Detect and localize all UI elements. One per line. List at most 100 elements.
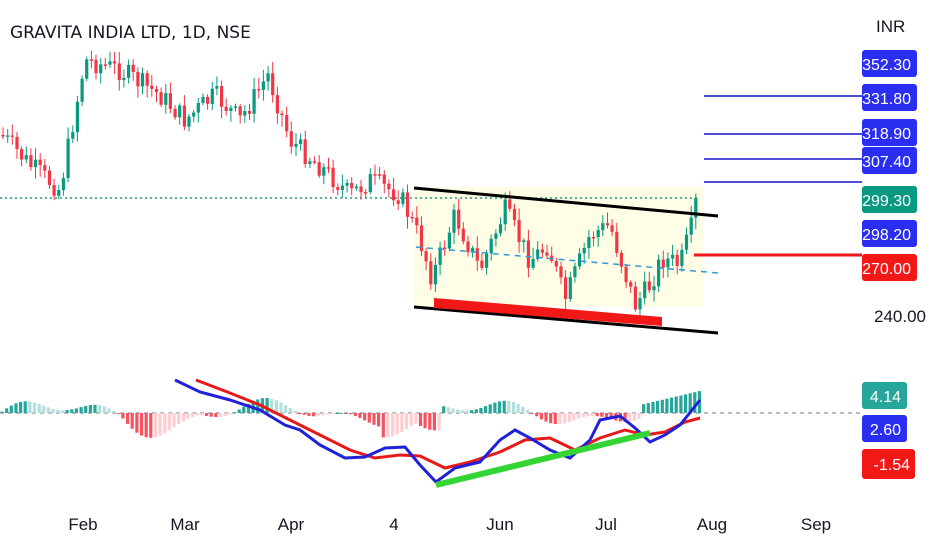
candle-body — [671, 254, 675, 259]
candle-body — [489, 238, 493, 254]
candle-body — [331, 167, 335, 188]
candle-body — [619, 252, 623, 267]
histogram-bar — [660, 399, 664, 413]
candle-body — [536, 249, 540, 259]
histogram-bar — [51, 408, 55, 413]
histogram-bar — [23, 401, 27, 413]
candle-body — [15, 136, 19, 150]
candle-body — [308, 161, 312, 165]
price-label-bg — [862, 186, 917, 213]
candle-body — [378, 174, 382, 176]
candle-body — [215, 86, 219, 89]
price-label-3: 318.90 — [862, 119, 917, 146]
histogram-bar — [65, 410, 69, 413]
histogram-bar — [493, 402, 497, 413]
histogram-bar — [325, 413, 330, 415]
histogram-bar — [191, 413, 195, 417]
support-zone — [434, 298, 662, 326]
candles — [1, 50, 698, 317]
price-label-text: 318.90 — [862, 126, 911, 143]
candle-body — [433, 264, 437, 285]
histogram-bar — [270, 398, 274, 413]
histogram-bar — [279, 402, 283, 413]
candle-body — [61, 178, 65, 191]
price-label-6: 298.20 — [862, 220, 917, 247]
histogram-bar — [516, 403, 520, 413]
histogram-bar — [98, 405, 102, 413]
histogram-bar — [223, 413, 227, 416]
candle-body — [89, 59, 93, 61]
histogram-bar — [56, 409, 60, 413]
histogram-bar — [330, 413, 334, 414]
histogram-bar — [311, 413, 316, 417]
histogram-bar — [404, 413, 409, 429]
candle-body — [29, 155, 33, 168]
histogram-bar — [544, 413, 548, 422]
price-label-bg — [862, 254, 917, 281]
candle-body — [559, 266, 563, 278]
candle-body — [57, 190, 61, 196]
histogram-bar — [163, 413, 167, 434]
candle-body — [243, 111, 247, 116]
candle-body — [689, 217, 693, 235]
candle-body — [113, 61, 117, 64]
candle-body — [675, 254, 679, 266]
candle-body — [266, 73, 270, 82]
histogram-bar — [116, 413, 120, 414]
histogram-bar — [307, 413, 311, 416]
candle-body — [312, 161, 317, 163]
x-tick-label: 4 — [389, 515, 398, 534]
candle-body — [164, 93, 168, 105]
histogram-bar — [581, 413, 585, 418]
candle-body — [127, 64, 131, 78]
histogram-bar — [651, 402, 655, 413]
histogram-bar — [637, 413, 641, 419]
candle-body — [517, 219, 521, 242]
candle-body — [382, 174, 386, 184]
histogram-bar — [367, 413, 371, 423]
candle-body — [326, 167, 331, 169]
histogram-bar — [353, 413, 357, 416]
histogram-bar — [386, 413, 390, 438]
candle-body — [168, 93, 172, 109]
candle-body — [252, 89, 256, 114]
candle-body — [85, 59, 89, 79]
histogram-bar — [219, 413, 223, 417]
price-label-text: 331.80 — [862, 91, 911, 108]
histogram-bar — [693, 392, 697, 413]
histogram-bar — [237, 409, 241, 413]
price-label-bg — [862, 84, 917, 111]
candle-body — [173, 108, 177, 118]
candle-body — [392, 189, 396, 201]
candle-body — [80, 78, 84, 102]
candle-body — [396, 200, 400, 204]
histogram-bar — [656, 400, 660, 413]
candle-body — [461, 228, 465, 242]
macd-line — [174, 378, 702, 484]
histogram-bar — [521, 406, 525, 413]
candle-body — [661, 259, 665, 268]
candle-body — [201, 97, 205, 103]
histogram-bar — [530, 413, 534, 414]
candle-body — [512, 208, 517, 220]
histogram-bar — [246, 403, 251, 413]
candle-body — [368, 174, 372, 192]
histogram-bar — [135, 413, 139, 433]
histogram-bar — [107, 408, 111, 413]
histogram-bar — [451, 408, 455, 413]
histogram-bar — [535, 413, 539, 417]
histogram-bar — [502, 400, 506, 413]
histogram-bar — [525, 409, 529, 413]
histogram-bar — [60, 410, 64, 413]
candle-body — [192, 112, 196, 117]
histogram-bar — [428, 413, 432, 430]
candle-body — [10, 135, 14, 137]
candle-body — [429, 261, 433, 285]
candle-body — [317, 162, 321, 176]
candle-body — [294, 144, 298, 147]
candle-body — [443, 247, 447, 249]
candle-body — [94, 59, 98, 74]
candle-body — [582, 248, 586, 254]
candle-body — [387, 183, 391, 190]
